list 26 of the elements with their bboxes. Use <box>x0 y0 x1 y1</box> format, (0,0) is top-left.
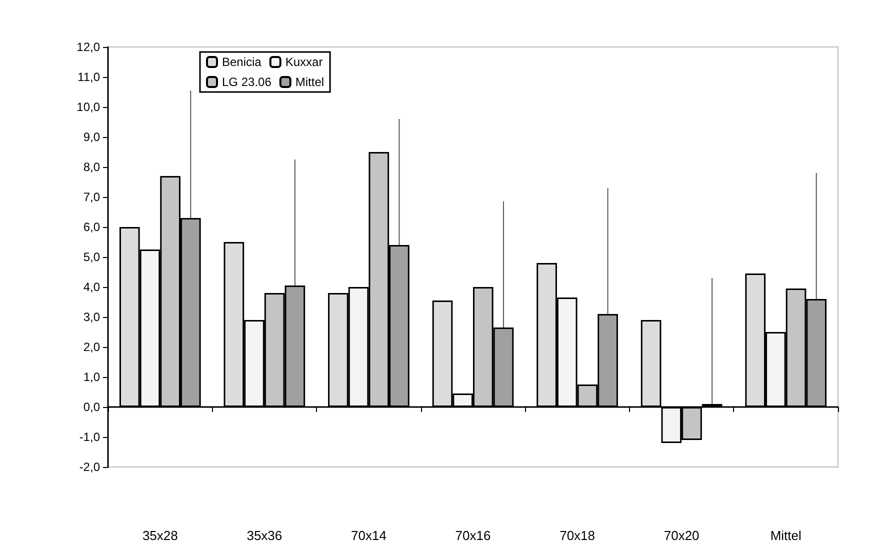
x-tick-label: 35x36 <box>246 528 282 543</box>
y-tick-label: 9,0 <box>83 130 100 144</box>
y-tick-label: 0,0 <box>83 400 100 414</box>
y-tick-label: -1,0 <box>79 430 100 444</box>
y-tick-label: 6,0 <box>83 220 100 234</box>
x-tick-label: 70x14 <box>351 528 386 543</box>
legend-label: Benicia <box>222 55 262 69</box>
y-tick-label: 10,0 <box>76 100 100 114</box>
y-tick-label: 8,0 <box>83 160 100 174</box>
y-tick-label: 7,0 <box>83 190 100 204</box>
y-tick-label: 11,0 <box>78 70 100 84</box>
x-tick-label: 70x18 <box>560 528 595 543</box>
legend-label: Mittel <box>295 75 324 89</box>
x-tick-label: 70x16 <box>455 528 491 543</box>
x-tick-label: 70x20 <box>664 528 700 543</box>
x-tick-label: Mittel <box>770 528 802 543</box>
legend-label: Kuxxar <box>285 55 323 69</box>
legend-label: LG 23.06 <box>222 75 272 89</box>
y-tick-label: 1,0 <box>83 370 100 384</box>
y-tick-label: 4,0 <box>83 280 100 294</box>
y-tick-label: 5,0 <box>83 250 100 264</box>
y-tick-label: 2,0 <box>83 340 100 354</box>
y-tick-label: 3,0 <box>83 310 100 324</box>
y-tick-label: 12,0 <box>76 40 100 54</box>
y-tick-label: -2,0 <box>79 460 100 474</box>
x-tick-label: 35x28 <box>142 528 178 543</box>
